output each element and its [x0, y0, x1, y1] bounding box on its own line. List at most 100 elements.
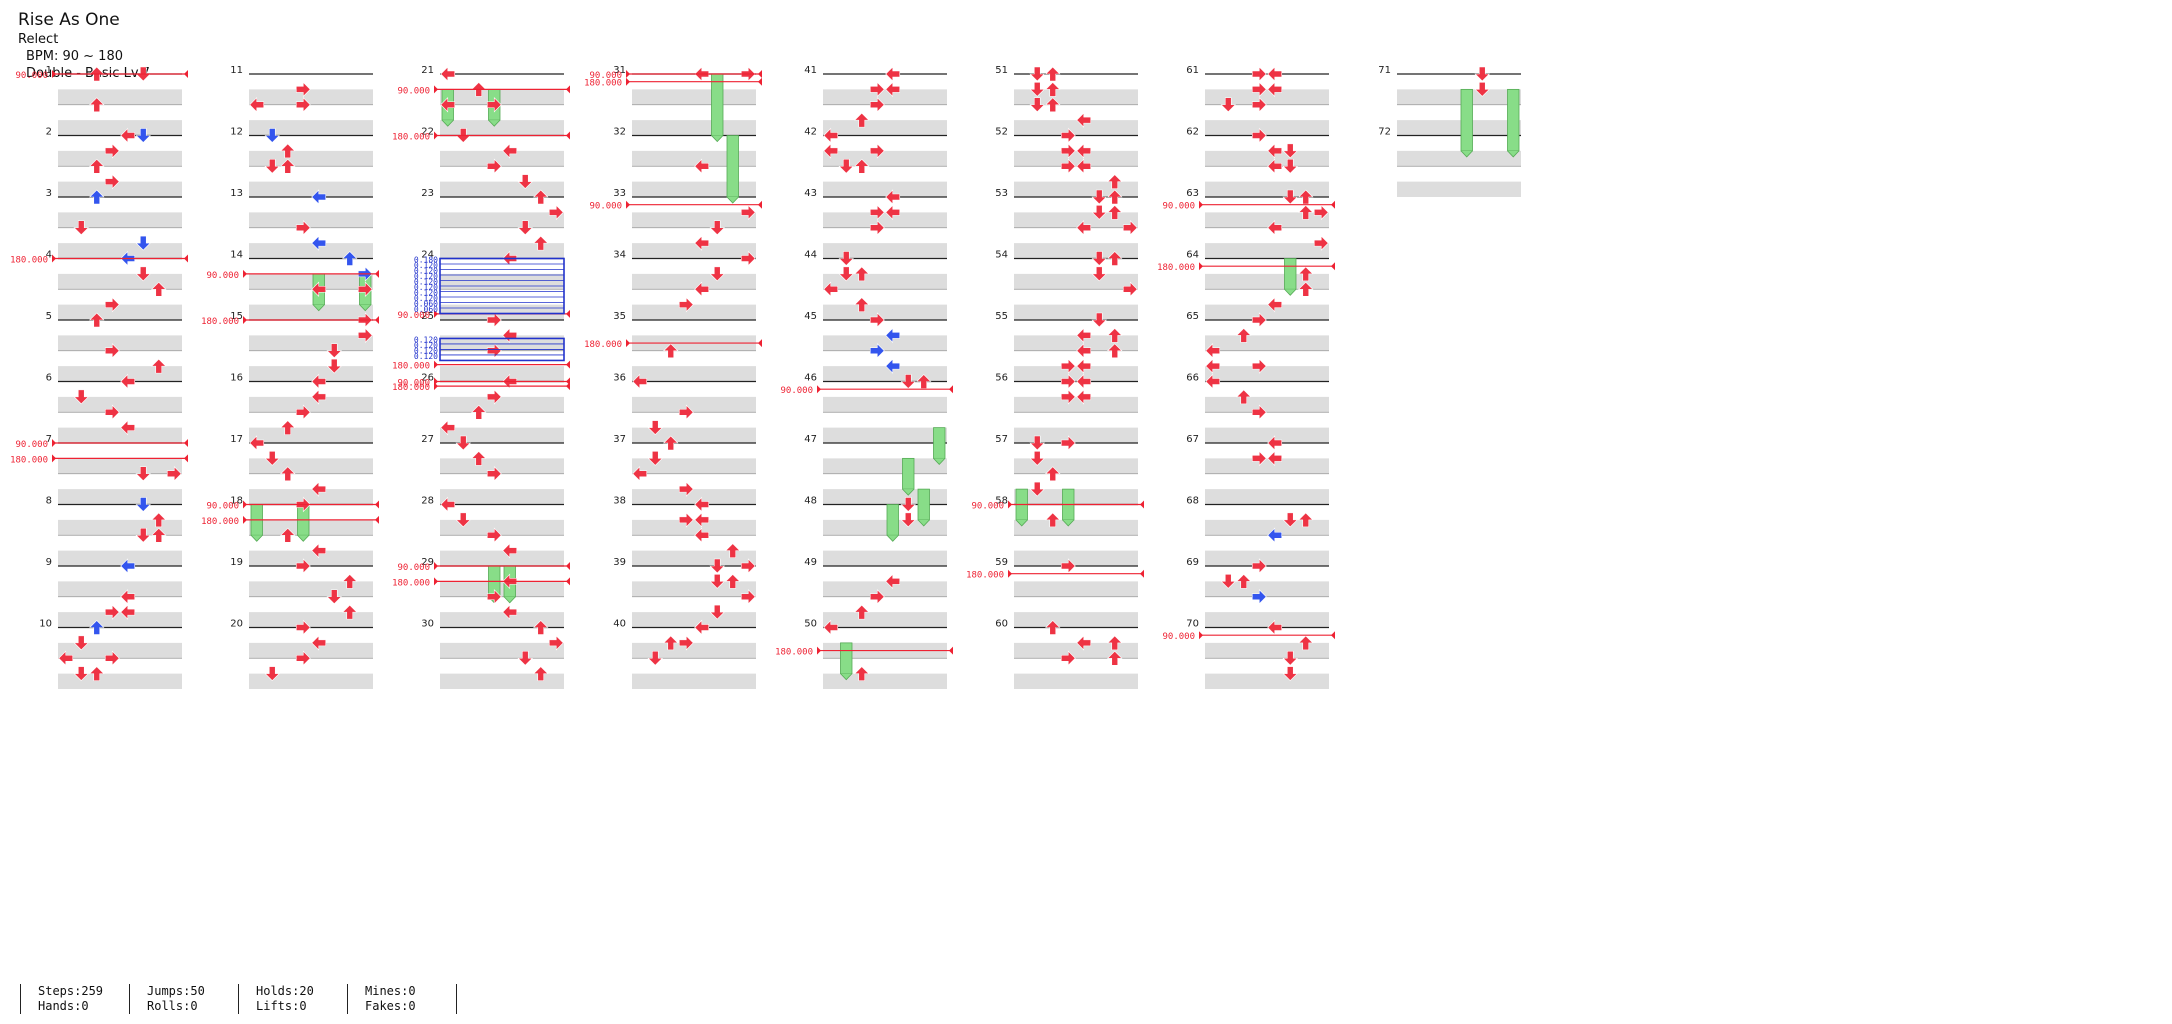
bpm-marker	[434, 309, 438, 318]
hold-tail	[1015, 519, 1028, 527]
measure: 62	[1186, 127, 1329, 197]
arrow-note	[823, 281, 839, 297]
arrow-shape	[326, 589, 342, 605]
beat-band	[1014, 366, 1138, 382]
beat-band	[58, 120, 182, 136]
arrow-shape	[1029, 66, 1045, 82]
bpm-label: 90.000	[206, 271, 239, 281]
measure: 23	[421, 188, 564, 259]
arrow-shape	[1220, 97, 1236, 113]
hold-note	[917, 488, 930, 527]
bpm-change: 180.000	[392, 131, 570, 143]
beat-band	[823, 673, 947, 689]
arrow-shape	[823, 619, 839, 636]
bpm-change: 90.000	[206, 269, 379, 281]
bpm-marker	[566, 309, 570, 318]
arrow-note	[280, 420, 296, 435]
arrow-note	[900, 512, 916, 528]
arrow-note	[440, 66, 456, 82]
measure: 69	[1186, 557, 1329, 628]
bpm-change: 180.000	[201, 515, 379, 527]
arrow-note	[869, 589, 885, 605]
stop-label: 0.060	[414, 300, 438, 309]
arrow-shape	[1107, 650, 1123, 666]
arrow-note	[1205, 358, 1221, 374]
measure: 1	[46, 65, 182, 136]
beat-band	[1205, 181, 1329, 197]
measure-number: 64	[1186, 250, 1199, 261]
arrow-shape	[280, 420, 296, 435]
arrow-shape	[869, 143, 885, 159]
blue-arrow-note	[89, 620, 105, 635]
arrow-note	[1282, 189, 1298, 205]
arrow-shape	[1091, 189, 1107, 205]
arrow-note	[1045, 620, 1061, 635]
arrow-shape	[120, 558, 136, 574]
arrow-shape	[264, 451, 280, 466]
beat-band	[440, 89, 564, 105]
arrow-shape	[486, 527, 502, 543]
measure: 20	[230, 619, 373, 689]
arrow-note	[1267, 81, 1283, 98]
measure: 67	[1186, 434, 1329, 505]
arrow-shape	[647, 420, 663, 436]
bpm-marker	[758, 70, 762, 78]
beat-band	[440, 642, 564, 659]
arrow-note	[678, 296, 694, 313]
arrow-shape	[1107, 204, 1123, 220]
measure: 43	[804, 188, 947, 259]
arrow-shape	[104, 143, 120, 159]
arrow-note	[1029, 97, 1045, 113]
arrow-shape	[1298, 189, 1314, 205]
arrow-note	[916, 374, 932, 389]
arrow-shape	[854, 297, 870, 312]
stop-label: 0.180	[414, 256, 438, 265]
bpm-label: 90.000	[589, 71, 622, 81]
beat-band	[1397, 150, 1521, 167]
measure: 44	[804, 250, 947, 320]
bpm-label: 90.000	[397, 563, 430, 573]
arrow-note	[1298, 266, 1314, 282]
measure-number: 57	[995, 434, 1008, 445]
arrow-shape	[311, 481, 327, 497]
measure-number: 20	[230, 619, 243, 630]
arrow-note	[632, 466, 648, 482]
arrow-note	[1060, 558, 1076, 574]
song-artist: Relect	[18, 32, 59, 47]
measure: 65	[1186, 311, 1329, 382]
arrow-note	[1122, 281, 1138, 297]
measure: 15	[230, 311, 373, 382]
hold-note	[1460, 88, 1473, 158]
arrow-shape	[295, 220, 311, 236]
beat-band	[1205, 212, 1329, 228]
measure: 14	[230, 250, 373, 320]
stat-group: Jumps:50 Rolls:0	[129, 984, 238, 1014]
arrow-note	[1107, 189, 1123, 205]
arrow-shape	[1029, 97, 1045, 113]
bpm-change: 90.000	[1162, 631, 1335, 642]
hold-note	[840, 642, 853, 681]
arrow-shape	[89, 620, 105, 635]
arrow-shape	[1060, 143, 1076, 159]
arrow-note	[104, 604, 120, 620]
arrow-shape	[1282, 666, 1298, 682]
measure-number: 17	[230, 434, 243, 445]
arrow-note	[311, 481, 327, 497]
bpm-label: 180.000	[201, 317, 239, 327]
arrow-note	[295, 97, 311, 113]
measure: 17	[230, 434, 373, 505]
stop-block: 0.1800.1200.1200.1200.1200.1200.1200.120…	[414, 256, 565, 315]
hold-note	[1062, 488, 1075, 527]
arrow-shape	[663, 435, 679, 451]
arrow-shape	[120, 589, 136, 605]
arrow-note	[104, 650, 120, 666]
measure-number: 8	[46, 496, 52, 507]
beat-band	[632, 120, 756, 136]
beat-band	[440, 366, 564, 382]
measure: 24	[421, 250, 564, 320]
arrow-shape	[1060, 435, 1076, 451]
arrow-shape	[486, 589, 502, 605]
bpm-change: 180.000	[392, 382, 570, 393]
bpm-marker	[949, 385, 953, 394]
hold-note	[711, 73, 724, 143]
